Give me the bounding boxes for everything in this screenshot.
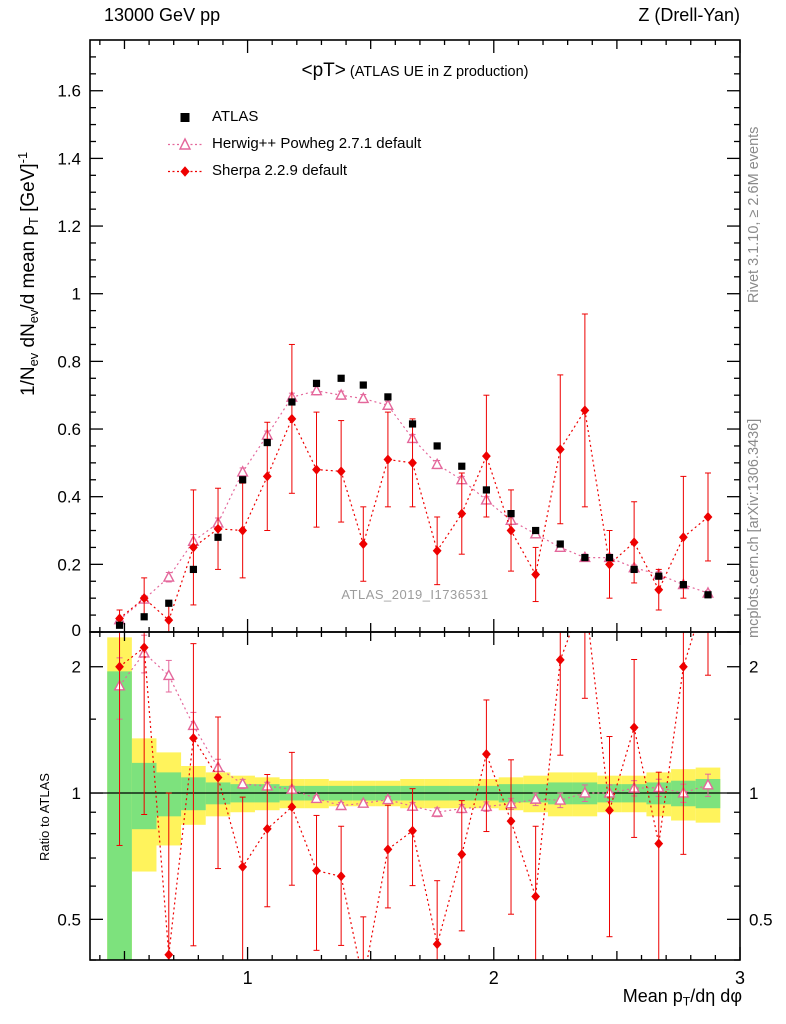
svg-text:3: 3 — [735, 968, 745, 988]
atlas-main-series — [115, 374, 712, 629]
svg-text:1: 1 — [243, 968, 253, 988]
legend-item-sherpa: Sherpa 2.2.9 default — [167, 157, 421, 184]
svg-text:0.2: 0.2 — [57, 555, 81, 574]
svg-text:1.2: 1.2 — [57, 217, 81, 236]
x-axis-title: Mean pT/dη dφ — [622, 986, 742, 1009]
beam-energy-label: 13000 GeV pp — [104, 5, 221, 25]
atlas-square-marker-icon — [180, 112, 190, 122]
process-label: Z (Drell-Yan) — [638, 5, 740, 25]
plot-title-analysis: (ATLAS UE in Z production) — [345, 64, 529, 80]
svg-text:1: 1 — [749, 784, 758, 803]
svg-text:1: 1 — [72, 784, 81, 803]
plot-title: <pT> (ATLAS UE in Z production) — [90, 60, 740, 82]
svg-text:0.4: 0.4 — [57, 488, 81, 507]
svg-text:2: 2 — [749, 658, 758, 677]
ratio-y-axis-title: Ratio to ATLAS — [37, 773, 52, 861]
legend: ATLAS Herwig++ Powheg 2.7.1 default Sher… — [167, 103, 421, 184]
main-y-axis-title: 1/Nev dNev/d mean pT [GeV]-1 — [15, 151, 41, 396]
legend-label-herwig: Herwig++ Powheg 2.7.1 default — [212, 135, 422, 152]
svg-text:1.6: 1.6 — [57, 82, 81, 101]
svg-text:0.8: 0.8 — [57, 352, 81, 371]
legend-label-atlas: ATLAS — [212, 108, 259, 125]
mcplots-arxiv-note: mcplots.cern.ch [arXiv:1306.3436] — [746, 418, 762, 638]
ratio-uncertainty-bands — [107, 637, 721, 960]
svg-text:1.4: 1.4 — [57, 149, 81, 168]
svg-text:1: 1 — [72, 285, 81, 304]
analysis-id-watermark: ATLAS_2019_I1736531 — [341, 587, 489, 602]
svg-text:0.6: 0.6 — [57, 420, 81, 439]
legend-label-sherpa: Sherpa 2.2.9 default — [212, 162, 348, 179]
sherpa-diamond-marker-icon — [168, 165, 202, 177]
legend-item-herwig: Herwig++ Powheg 2.7.1 default — [167, 130, 421, 157]
legend-item-atlas: ATLAS — [167, 103, 421, 130]
sherpa-ratio-series — [115, 632, 711, 960]
ratio-panel-frame — [89, 631, 741, 961]
svg-text:0: 0 — [72, 621, 81, 640]
sherpa-main-series — [115, 313, 713, 632]
rivet-version-note: Rivet 3.1.10, ≥ 2.6M events — [746, 126, 762, 303]
herwig-triangle-marker-icon — [168, 136, 202, 150]
plot-title-observable: <pT> — [301, 60, 346, 81]
svg-text:2: 2 — [72, 658, 81, 677]
svg-text:0.5: 0.5 — [749, 910, 773, 929]
svg-text:2: 2 — [489, 968, 499, 988]
svg-text:0.5: 0.5 — [57, 910, 81, 929]
